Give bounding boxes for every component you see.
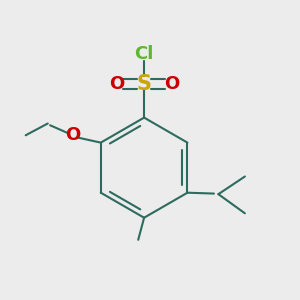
Text: Cl: Cl — [134, 45, 154, 63]
Text: O: O — [109, 75, 124, 93]
Text: O: O — [65, 126, 80, 144]
Text: S: S — [136, 74, 152, 94]
Text: O: O — [164, 75, 179, 93]
